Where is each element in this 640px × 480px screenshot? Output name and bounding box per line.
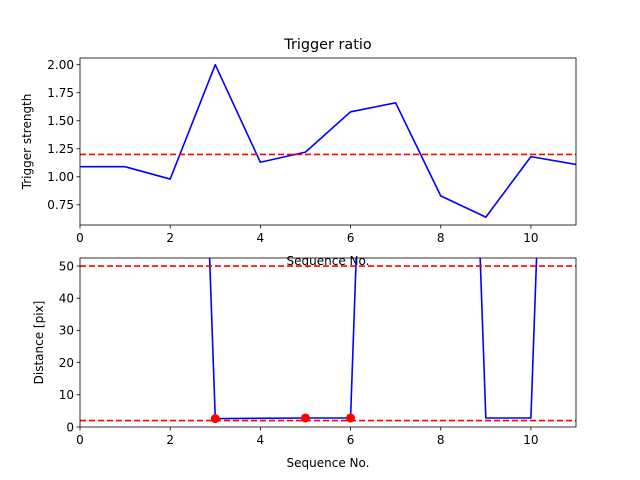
x-tick-label: 4 [257,433,265,447]
y-tick-label: 1.50 [47,114,74,128]
x-tick-label: 6 [347,231,355,245]
chart-title: Trigger ratio [283,37,372,53]
plot-area [80,258,576,424]
x-tick-label: 10 [523,433,538,447]
chart-2: 0 2 4 6 8 10 0 10 20 30 40 50 Sequence No. Distance [… [32,257,577,470]
x-axis-label: Sequence No. [287,456,370,470]
series-line-1 [208,258,538,420]
x-tick-label: 2 [166,231,174,245]
data-point-marker [300,413,310,423]
y-tick-label: 2.00 [47,58,74,72]
y-tick-label: 0.75 [47,198,74,212]
data-point-marker [210,414,220,424]
chart-1: 0 2 4 6 8 10 0.75 1.00 1.25 1.50 1.75 2.00 Sequence … [20,37,577,268]
y-tick-label: 30 [59,324,74,338]
x-tick-label: 8 [437,231,445,245]
y-tick-label: 1.00 [47,170,74,184]
y-tick-label: 1.25 [47,142,74,156]
x-axis-label: Sequence No. [287,254,370,268]
x-tick-label: 2 [166,433,174,447]
x-tick-label: 6 [347,433,355,447]
x-tick-label: 8 [437,433,445,447]
y-axis-label: Distance [pix] [32,301,46,385]
plot-area [80,63,576,218]
y-tick-label: 40 [59,292,74,306]
y-tick-label: 1.75 [47,86,74,100]
y-tick-label: 0 [66,420,74,434]
y-tick-label: 50 [59,259,74,273]
axes-frame [79,257,577,428]
x-tick-label: 0 [76,433,84,447]
x-tick-label: 10 [523,231,538,245]
series-line-1 [80,63,576,218]
y-axis-label: Trigger strength [20,94,34,191]
y-tick-label: 20 [59,356,74,370]
axes-frame [79,57,577,226]
x-tick-label: 4 [257,231,265,245]
x-tick-label: 0 [76,231,84,245]
data-point-marker [346,413,356,423]
y-tick-label: 10 [59,388,74,402]
